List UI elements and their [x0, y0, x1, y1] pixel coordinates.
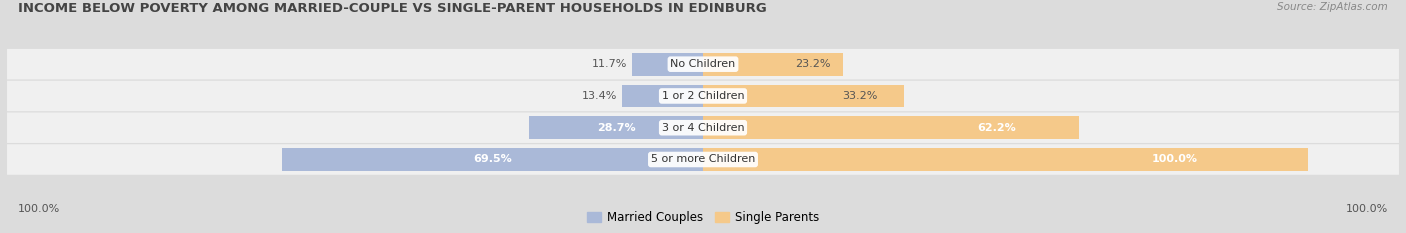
Bar [529, 116, 703, 139]
Text: 23.2%: 23.2% [794, 59, 831, 69]
FancyBboxPatch shape [7, 49, 1399, 79]
Text: 5 or more Children: 5 or more Children [651, 154, 755, 164]
Bar [633, 53, 703, 76]
FancyBboxPatch shape [7, 81, 1399, 111]
Text: 28.7%: 28.7% [596, 123, 636, 133]
Text: 69.5%: 69.5% [474, 154, 512, 164]
Text: 62.2%: 62.2% [977, 123, 1017, 133]
Text: Source: ZipAtlas.com: Source: ZipAtlas.com [1277, 2, 1388, 12]
Bar [703, 116, 1080, 139]
Bar [703, 148, 1308, 171]
Text: 3 or 4 Children: 3 or 4 Children [662, 123, 744, 133]
Bar [283, 148, 703, 171]
Text: 100.0%: 100.0% [1152, 154, 1198, 164]
Text: 100.0%: 100.0% [1346, 204, 1388, 214]
Bar [621, 85, 703, 107]
Text: 13.4%: 13.4% [582, 91, 617, 101]
Text: 100.0%: 100.0% [18, 204, 60, 214]
Bar [703, 53, 844, 76]
Text: INCOME BELOW POVERTY AMONG MARRIED-COUPLE VS SINGLE-PARENT HOUSEHOLDS IN EDINBUR: INCOME BELOW POVERTY AMONG MARRIED-COUPL… [18, 2, 768, 15]
Legend: Married Couples, Single Parents: Married Couples, Single Parents [582, 206, 824, 229]
Text: 33.2%: 33.2% [842, 91, 877, 101]
Bar [703, 85, 904, 107]
Text: 11.7%: 11.7% [592, 59, 627, 69]
Text: 1 or 2 Children: 1 or 2 Children [662, 91, 744, 101]
FancyBboxPatch shape [7, 113, 1399, 143]
Text: No Children: No Children [671, 59, 735, 69]
FancyBboxPatch shape [7, 144, 1399, 175]
